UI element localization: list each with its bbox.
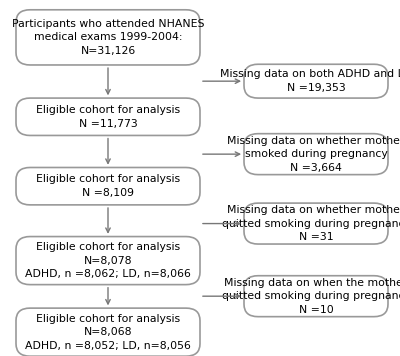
Text: Eligible cohort for analysis
N=8,078
ADHD, n =8,062; LD, n=8,066: Eligible cohort for analysis N=8,078 ADH… (25, 242, 191, 279)
Text: Missing data on whether mother
smoked during pregnancy
N =3,664: Missing data on whether mother smoked du… (227, 136, 400, 173)
Text: Eligible cohort for analysis
N =11,773: Eligible cohort for analysis N =11,773 (36, 105, 180, 129)
FancyBboxPatch shape (244, 276, 388, 317)
FancyBboxPatch shape (16, 10, 200, 65)
FancyBboxPatch shape (16, 236, 200, 285)
FancyBboxPatch shape (16, 168, 200, 205)
FancyBboxPatch shape (244, 203, 388, 244)
FancyBboxPatch shape (16, 308, 200, 356)
Text: Eligible cohort for analysis
N=8,068
ADHD, n =8,052; LD, n=8,056: Eligible cohort for analysis N=8,068 ADH… (25, 314, 191, 351)
Text: Participants who attended NHANES
medical exams 1999-2004:
N=31,126: Participants who attended NHANES medical… (12, 19, 204, 56)
FancyBboxPatch shape (16, 98, 200, 135)
Text: Missing data on both ADHD and LD
N =19,353: Missing data on both ADHD and LD N =19,3… (220, 69, 400, 93)
FancyBboxPatch shape (244, 64, 388, 98)
Text: Missing data on when the mother
quitted smoking during pregnancy
N =10: Missing data on when the mother quitted … (222, 278, 400, 315)
FancyBboxPatch shape (244, 134, 388, 175)
Text: Missing data on whether mother
quitted smoking during pregnancy
N =31: Missing data on whether mother quitted s… (222, 205, 400, 242)
Text: Eligible cohort for analysis
N =8,109: Eligible cohort for analysis N =8,109 (36, 174, 180, 198)
